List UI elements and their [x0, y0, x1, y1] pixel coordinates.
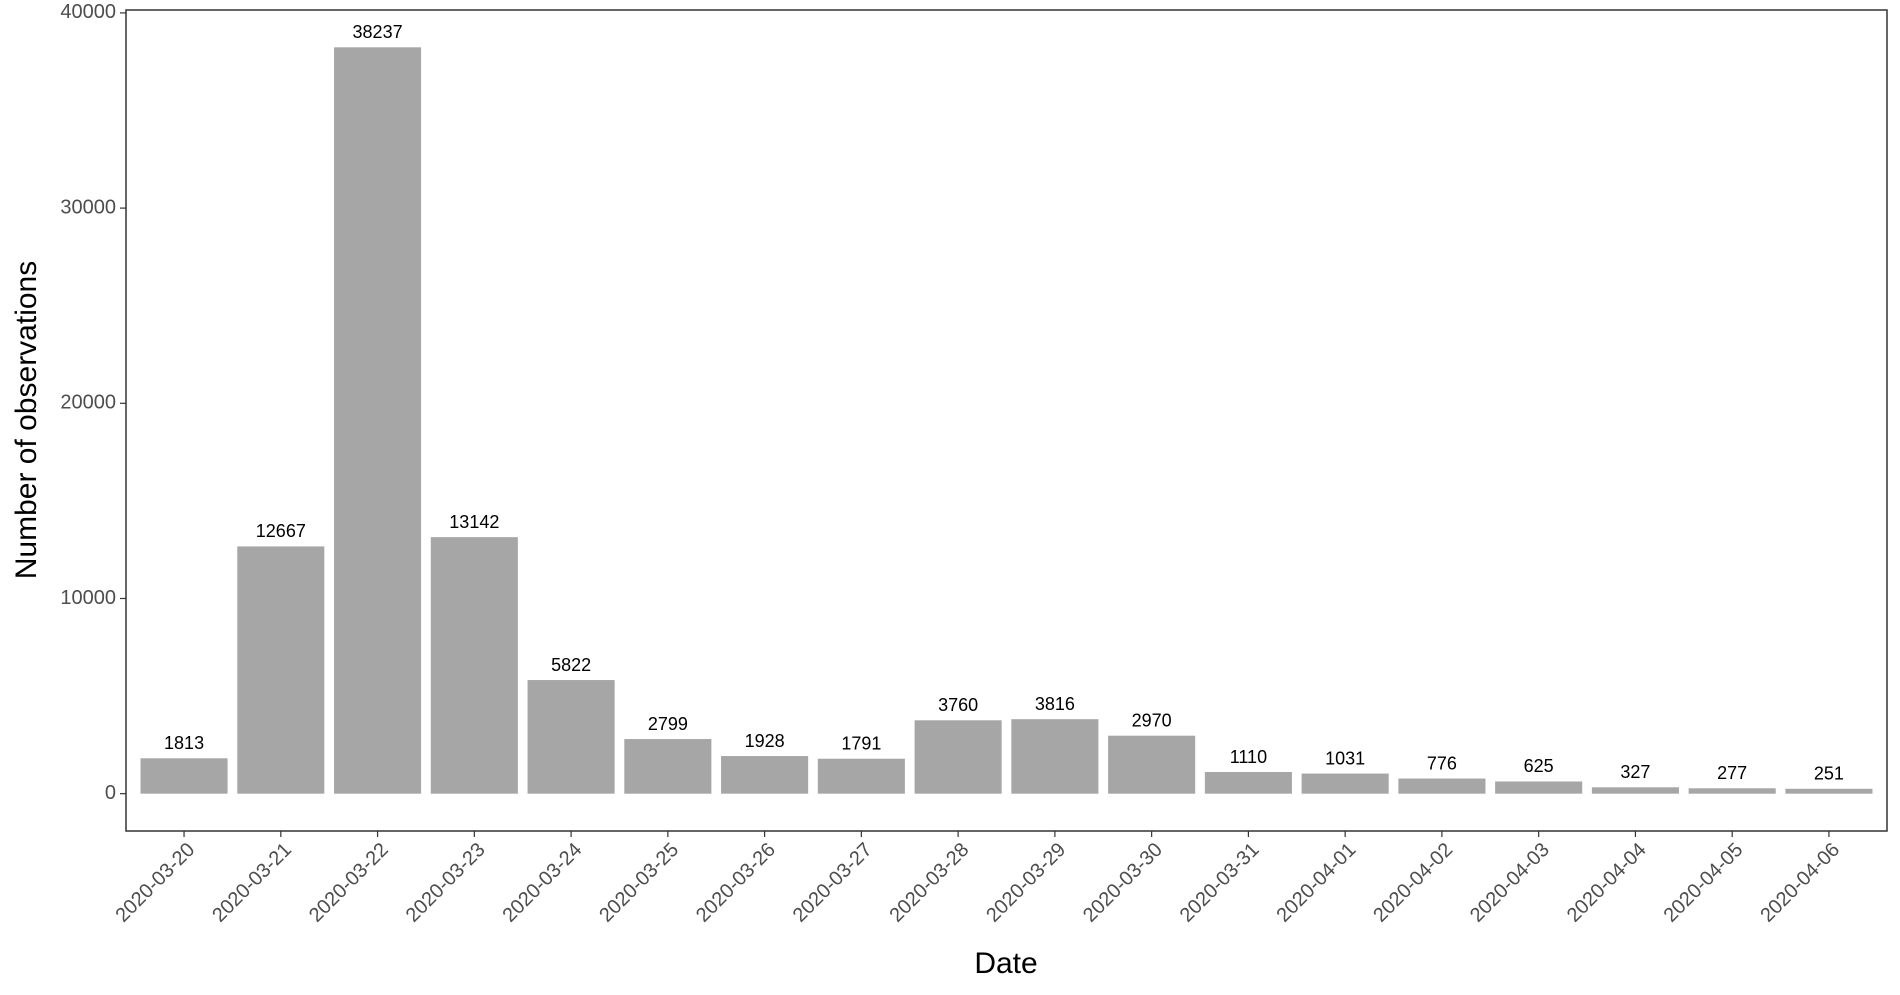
value-label: 2799 — [648, 714, 688, 734]
bar — [1785, 788, 1873, 794]
value-label: 13142 — [449, 512, 499, 532]
y-tick-label: 40000 — [60, 1, 116, 23]
x-axis-title: Date — [974, 947, 1037, 980]
value-label: 38237 — [353, 22, 403, 42]
bar — [1011, 719, 1099, 794]
x-tick-label: 2020-03-26 — [692, 839, 780, 927]
value-label: 776 — [1427, 753, 1457, 773]
x-tick-label: 2020-03-21 — [208, 839, 296, 927]
value-label: 327 — [1620, 762, 1650, 782]
bar — [1688, 788, 1776, 794]
value-label: 625 — [1524, 756, 1554, 776]
x-tick-label: 2020-03-24 — [498, 839, 586, 927]
y-axis-title: Number of observations — [10, 261, 43, 580]
bar — [624, 739, 712, 794]
bar — [334, 47, 422, 794]
bar — [1398, 778, 1486, 794]
bar — [1204, 772, 1292, 794]
x-tick-label: 2020-03-29 — [982, 839, 1070, 927]
value-label: 1791 — [841, 733, 881, 753]
bar — [1495, 781, 1583, 794]
value-label: 5822 — [551, 655, 591, 675]
bar — [237, 546, 325, 794]
value-label: 3816 — [1035, 694, 1075, 714]
x-tick-label: 2020-04-04 — [1563, 839, 1651, 927]
x-tick-label: 2020-03-30 — [1079, 839, 1167, 927]
x-tick-label: 2020-03-23 — [402, 839, 490, 927]
x-tick-label: 2020-03-25 — [595, 839, 683, 927]
value-label: 2970 — [1132, 710, 1172, 730]
bar — [1108, 735, 1196, 794]
value-label: 1928 — [745, 731, 785, 751]
x-tick-label: 2020-04-01 — [1273, 839, 1361, 927]
bar — [1301, 773, 1389, 794]
bar — [527, 680, 615, 794]
bar — [817, 758, 905, 794]
value-label: 3760 — [938, 695, 978, 715]
bar — [1591, 787, 1679, 794]
x-tick-label: 2020-03-20 — [111, 839, 199, 927]
y-tick-label: 30000 — [60, 196, 116, 218]
x-tick-label: 2020-03-27 — [789, 839, 877, 927]
bar — [140, 758, 228, 794]
bar — [430, 537, 518, 794]
x-tick-label: 2020-04-02 — [1369, 839, 1457, 927]
x-tick-label: 2020-04-06 — [1756, 839, 1844, 927]
value-label: 251 — [1814, 764, 1844, 784]
x-tick-label: 2020-03-31 — [1176, 839, 1264, 927]
value-label: 12667 — [256, 521, 306, 541]
y-tick-label: 0 — [105, 782, 116, 804]
bar — [914, 720, 1002, 794]
x-tick-label: 2020-03-28 — [885, 839, 973, 927]
x-tick-label: 2020-03-22 — [305, 839, 393, 927]
plot-border — [125, 9, 1888, 832]
value-label: 1813 — [164, 733, 204, 753]
y-tick-label: 10000 — [60, 587, 116, 609]
x-tick-label: 2020-04-05 — [1660, 839, 1748, 927]
bar — [721, 756, 809, 794]
y-tick-label: 20000 — [60, 392, 116, 414]
value-label: 1031 — [1325, 748, 1365, 768]
x-tick-label: 2020-04-03 — [1466, 839, 1554, 927]
value-label: 1110 — [1230, 747, 1267, 767]
value-label: 277 — [1717, 763, 1747, 783]
